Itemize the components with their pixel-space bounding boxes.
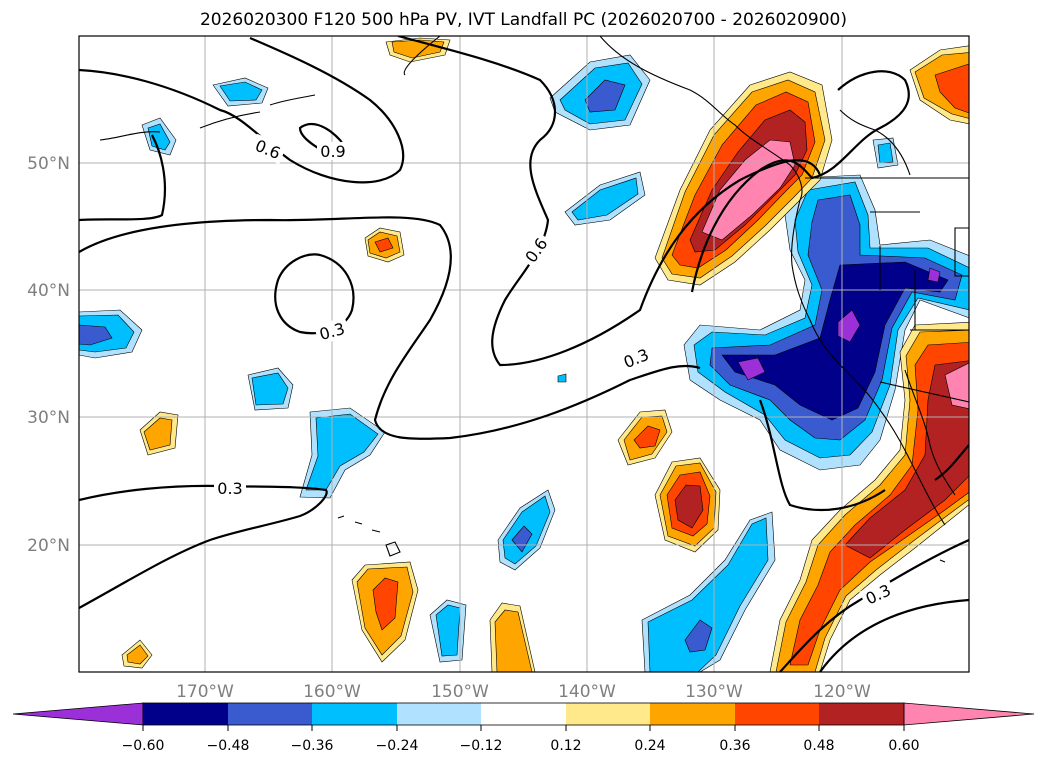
colorbar-tick-label: −0.24 — [376, 738, 419, 754]
colorbar-segment — [819, 703, 904, 725]
pv-contour-0.6-main — [397, 36, 822, 367]
ivt-positive-shading — [121, 37, 969, 672]
colorbar-tick-label: −0.48 — [207, 738, 250, 754]
colorbar: −0.60 −0.48 −0.36 −0.24 −0.12 0.12 0.24 … — [12, 702, 1035, 754]
colorbar-segment — [397, 703, 481, 725]
colorbar-tick-label: −0.60 — [122, 738, 165, 754]
colorbar-segment — [143, 703, 228, 725]
coast-hawaii — [337, 515, 401, 557]
longitude-ticks: 170°W 160°W 150°W 140°W 130°W 120°W — [176, 682, 871, 702]
pv-contour-0.3-south — [79, 484, 328, 609]
colorbar-tick-label: 0.60 — [888, 738, 919, 754]
colorbar-tick-label: −0.36 — [291, 738, 334, 754]
coastlines — [99, 36, 969, 563]
contour-label: 0.3 — [217, 479, 242, 498]
colorbar-segment — [650, 703, 735, 725]
lon-tick-label: 170°W — [176, 682, 234, 702]
lon-tick-label: 130°W — [685, 682, 743, 702]
colorbar-segment — [312, 703, 397, 725]
ivt-negative-shading — [79, 54, 969, 672]
lon-tick-label: 120°W — [813, 682, 871, 702]
colorbar-segment — [566, 703, 650, 725]
map-frame — [78, 35, 970, 673]
pv-contours — [79, 36, 969, 672]
lon-tick-label: 150°W — [431, 682, 489, 702]
lat-tick-label: 20°N — [27, 536, 70, 556]
coast-alaska — [403, 36, 803, 201]
colorbar-segment — [228, 703, 312, 725]
lon-tick-label: 160°W — [303, 682, 361, 702]
lat-tick-label: 30°N — [27, 408, 70, 428]
lat-tick-label: 40°N — [27, 281, 70, 301]
pv-contour-0.6-aleutian — [79, 36, 405, 184]
figure-title: 2026020300 F120 500 hPa PV, IVT Landfall… — [199, 10, 847, 30]
graticule — [79, 36, 969, 672]
colorbar-tick-label: −0.12 — [460, 738, 503, 754]
coast-north-america-west — [791, 199, 946, 526]
colorbar-extend-min — [12, 702, 144, 726]
contour-label: 0.9 — [320, 142, 345, 161]
colorbar-tick-label: 0.12 — [550, 738, 581, 754]
colorbar-tick-label: 0.24 — [634, 738, 665, 754]
colorbar-extend-max — [903, 702, 1035, 726]
latitude-ticks: 50°N 40°N 30°N 20°N — [27, 154, 70, 556]
colorbar-tick-label: 0.36 — [719, 738, 750, 754]
lon-tick-label: 140°W — [558, 682, 616, 702]
lat-tick-label: 50°N — [27, 154, 70, 174]
colorbar-ticks — [142, 725, 905, 731]
colorbar-segment — [481, 703, 566, 725]
colorbar-tick-label: 0.48 — [803, 738, 834, 754]
colorbar-segment — [735, 703, 819, 725]
colorbar-frame — [142, 702, 905, 726]
map-panel: 0.6 0.9 0.6 0.3 0.3 0.3 0.3 — [78, 35, 970, 673]
pv-contour-0.3-main — [79, 216, 701, 440]
